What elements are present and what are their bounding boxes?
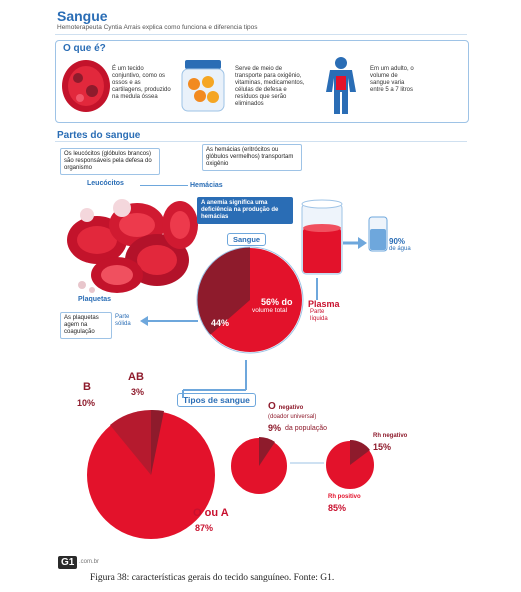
- blood-type-pie: [85, 409, 217, 541]
- plaquetas-callout: As plaquetas agem na coagulação: [60, 312, 112, 339]
- what-is-text-1: É um tecido conjuntivo, como os ossos e …: [112, 66, 171, 100]
- oneg-universal: (doador universal): [268, 414, 317, 420]
- page-title: Sangue: [57, 8, 108, 24]
- rhneg-pct: 15%: [373, 442, 392, 452]
- what-is-text-2: Serve de meio de transporte para oxigêni…: [235, 66, 305, 107]
- g1-logo: G1: [58, 556, 78, 569]
- water-label: de água: [389, 246, 411, 252]
- arrow-down-icon: [316, 278, 318, 300]
- parts-heading: Partes do sangue: [57, 130, 141, 141]
- what-is-panel: [55, 40, 469, 123]
- oneg-pct: 9%: [268, 423, 282, 433]
- type-oa-pct: 87%: [195, 523, 214, 533]
- oneg-label: O negativo: [268, 401, 304, 412]
- anemia-note: A anemia significa uma deficiência na pr…: [197, 197, 293, 224]
- rh-pie: [324, 439, 376, 491]
- type-b-pct: 10%: [77, 398, 96, 408]
- rhpos-label: Rh positivo: [328, 494, 361, 500]
- tissue-icon: [62, 60, 110, 112]
- oneg-population: da população: [285, 425, 328, 432]
- oneg-pie: [229, 436, 289, 496]
- plasma-volume: volume total: [252, 307, 288, 314]
- header-divider: [55, 34, 467, 35]
- parts-divider: [55, 141, 467, 142]
- rhneg-label: Rh negativo: [373, 433, 408, 439]
- sangue-tag: Sangue: [227, 233, 267, 246]
- page-subtitle: Hemoterapeuta Cyntia Arrais explica como…: [57, 24, 258, 31]
- hemacias-callout: As hemácias (eritrócitos ou glóbulos ver…: [202, 144, 302, 171]
- liquid-part-label: Parte líquida: [310, 309, 328, 322]
- what-is-text-3: Em um adulto, o volume de sangue varia e…: [370, 66, 414, 93]
- plaquetas-label: Plaquetas: [78, 296, 112, 303]
- types-tag: Tipos de sangue: [177, 393, 256, 407]
- leucocitos-label: Leucócitos: [87, 180, 124, 187]
- blood-cells-illustration: [67, 199, 198, 293]
- arrow-left-icon: [140, 316, 198, 326]
- beaker-icon: [301, 199, 343, 275]
- human-body-icon: [326, 57, 356, 114]
- figure-caption: Figura 38: características gerais do tec…: [90, 573, 335, 583]
- hemacias-line: [140, 185, 188, 186]
- sangue-pie: [196, 246, 304, 354]
- plasma-label: Plasma: [308, 299, 340, 309]
- hemacias-label: Hemácias: [190, 182, 223, 189]
- water-pct: 90%: [389, 237, 406, 246]
- type-oa-label: O ou A: [193, 507, 229, 519]
- plasma-pct: 56% do: [261, 297, 293, 307]
- leucocitos-callout: Os leucócitos (glóbulos brancos) são res…: [60, 148, 160, 175]
- solid-pct: 44%: [211, 318, 230, 328]
- rhpos-pct: 85%: [328, 503, 347, 513]
- type-b-label: B: [83, 381, 91, 393]
- g1-domain: .com.br: [79, 559, 100, 565]
- water-tube-icon: [368, 216, 388, 252]
- types-connector: [182, 360, 247, 398]
- what-is-heading: O que é?: [60, 43, 109, 54]
- pill-bottle-icon: [181, 60, 225, 112]
- type-ab-label: AB: [128, 371, 144, 383]
- arrow-right-icon: [343, 237, 367, 249]
- types-link: [290, 462, 325, 464]
- solid-part-label: Parte sólida: [115, 314, 131, 327]
- type-ab-pct: 3%: [131, 387, 145, 397]
